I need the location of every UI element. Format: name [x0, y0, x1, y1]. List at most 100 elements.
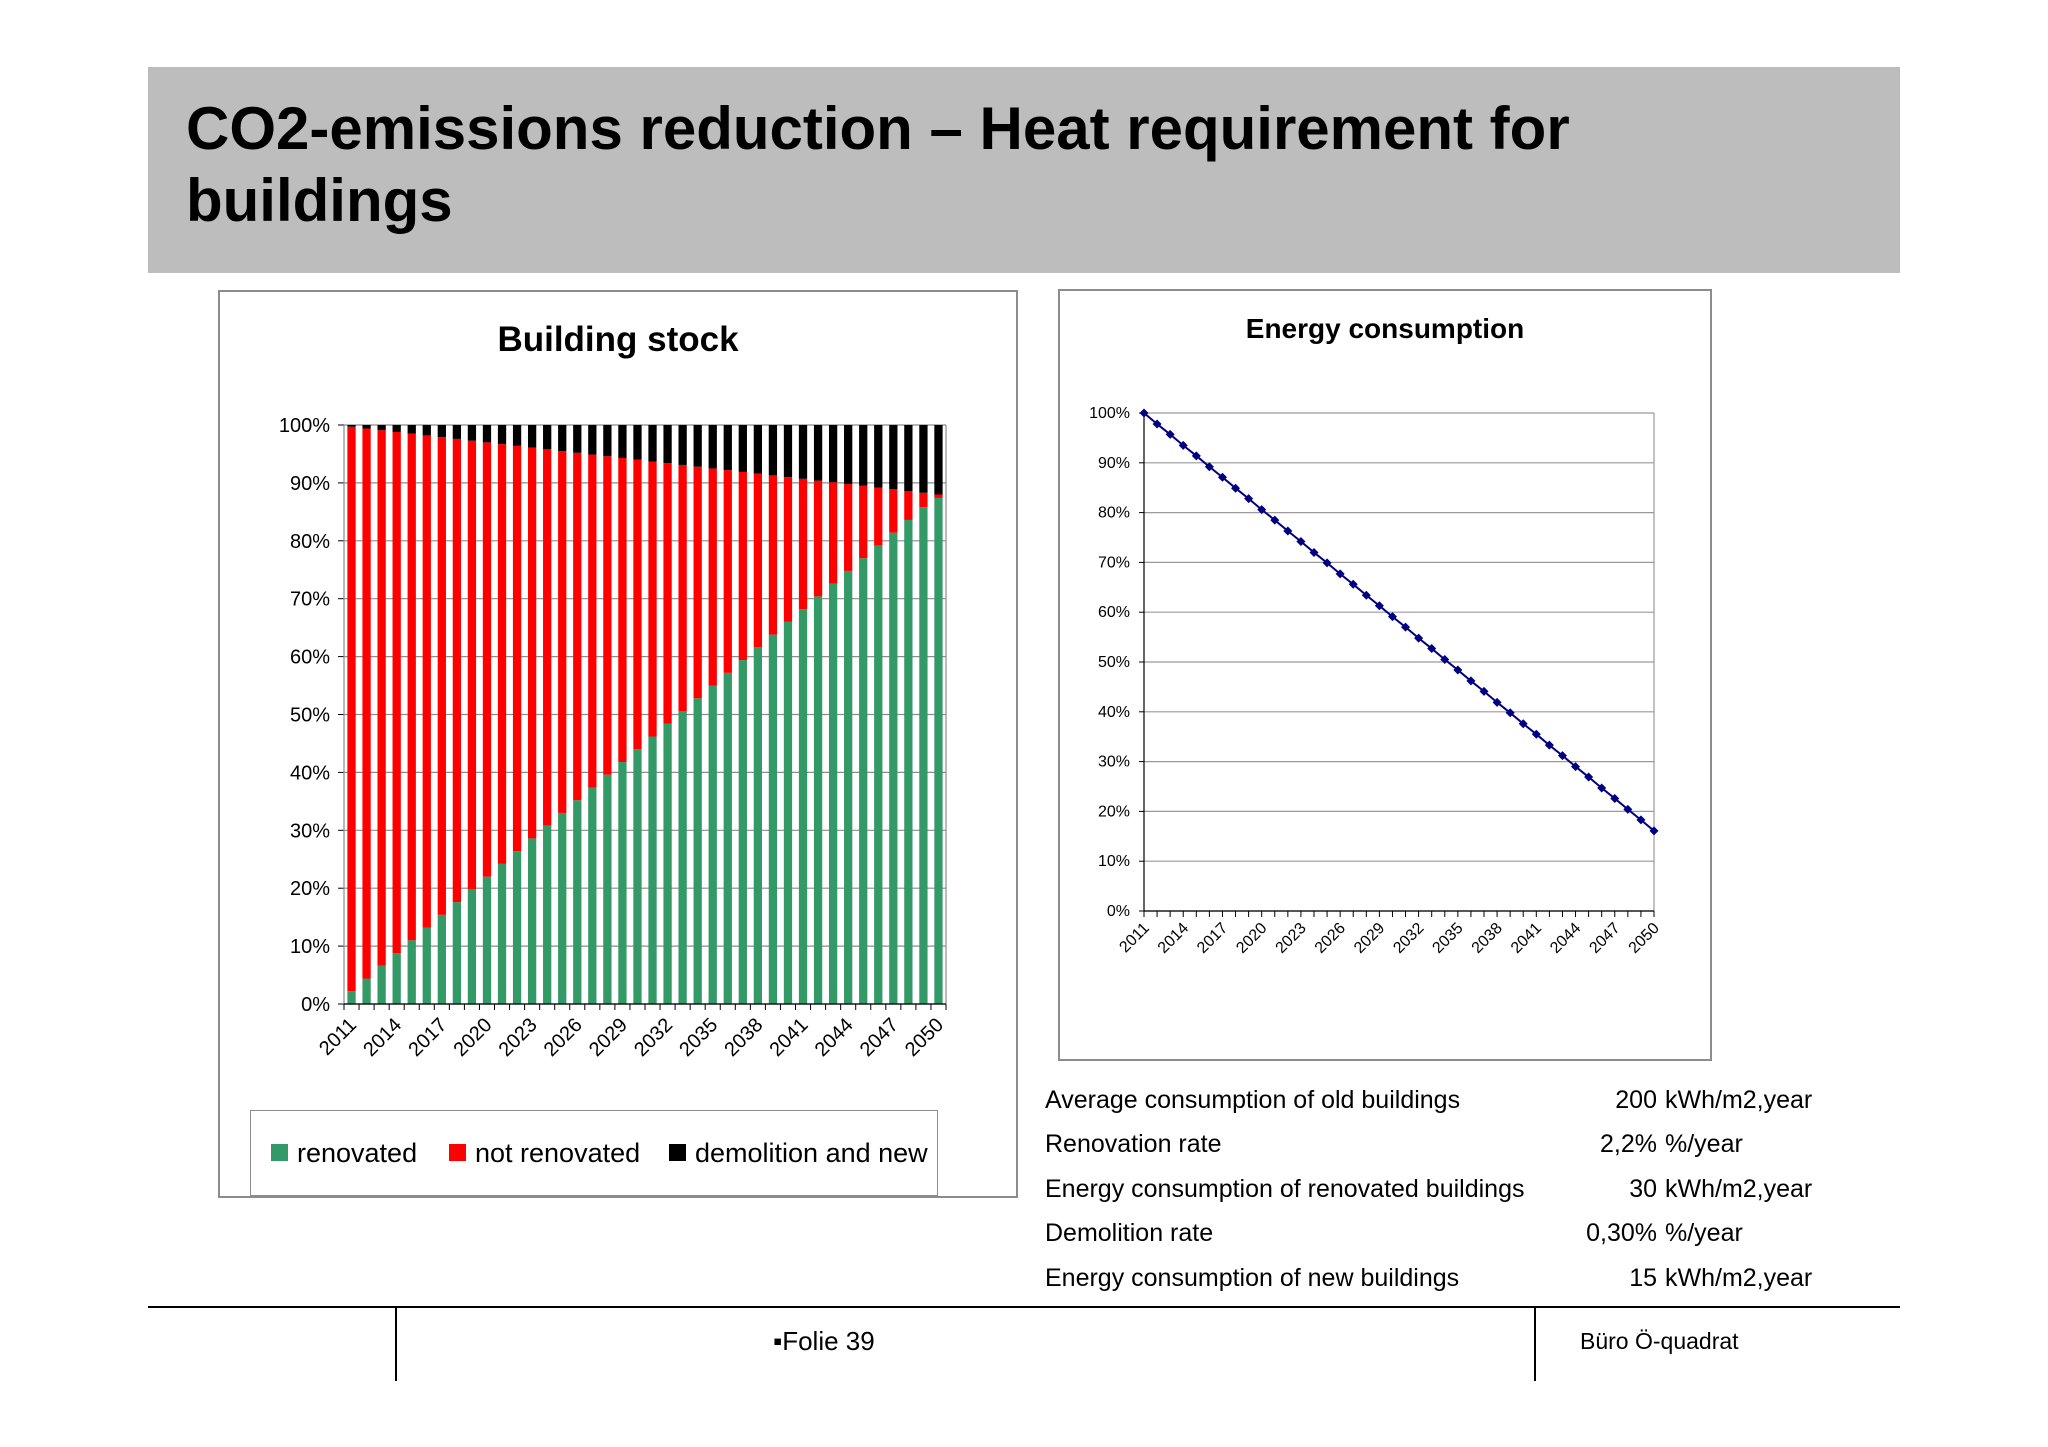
data-point	[1610, 793, 1620, 803]
bar-not-renovated	[452, 438, 462, 903]
slide-title-line-2: buildings	[186, 167, 453, 234]
bar-not-renovated	[859, 485, 868, 559]
bar-demolition-and-new	[844, 425, 853, 485]
x-tick-label: 2014	[1155, 920, 1192, 957]
bar-not-renovated	[844, 484, 853, 571]
bar-renovated	[618, 761, 627, 1004]
data-point	[1322, 558, 1332, 568]
y-tick-label: 60%	[1098, 604, 1130, 621]
bar-demolition-and-new	[392, 425, 401, 432]
bar-renovated	[663, 723, 672, 1004]
bar-not-renovated	[347, 426, 356, 992]
bar-renovated	[467, 889, 477, 1004]
data-point	[1270, 515, 1280, 525]
bar-demolition-and-new	[407, 425, 416, 434]
param-row-demolition-rate: Demolition rate 0,30% %/year	[1045, 1213, 1815, 1253]
bar-demolition-and-new	[573, 425, 582, 453]
bar-not-renovated	[904, 491, 913, 520]
data-point	[1165, 429, 1175, 439]
bar-not-renovated	[573, 452, 582, 801]
data-point	[1427, 644, 1437, 654]
series-line	[1143, 412, 1655, 832]
y-tick-label: 0%	[1107, 903, 1130, 920]
building-stock-chart-title: Building stock	[497, 320, 739, 359]
bar-renovated	[753, 647, 763, 1004]
bar-renovated	[678, 711, 687, 1004]
bar-not-renovated	[422, 435, 431, 928]
bar-renovated	[512, 851, 522, 1004]
bar-renovated	[919, 507, 928, 1004]
legend-item-renovated: renovated	[271, 1137, 417, 1169]
x-tick-label: 2041	[766, 1014, 813, 1061]
data-point	[1544, 740, 1554, 750]
bar-demolition-and-new	[708, 425, 717, 469]
y-tick-label: 100%	[1089, 405, 1130, 422]
data-point	[1597, 783, 1607, 793]
energy-consumption-chart: 0%10%20%30%40%50%60%70%80%90%100%2011 201…	[1089, 405, 1663, 957]
bar-not-renovated	[467, 440, 477, 890]
bar-not-renovated	[663, 463, 672, 724]
bar-demolition-and-new	[678, 425, 687, 465]
bar-renovated	[648, 736, 657, 1004]
y-tick-label: 10%	[290, 936, 330, 958]
data-point	[1374, 601, 1384, 611]
bar-not-renovated	[828, 482, 838, 584]
bar-renovated	[347, 991, 356, 1004]
bar-demolition-and-new	[618, 425, 627, 459]
data-point	[1283, 526, 1293, 536]
y-tick-label: 0%	[301, 994, 330, 1016]
bar-renovated	[422, 927, 431, 1004]
bar-not-renovated	[482, 442, 492, 877]
bar-demolition-and-new	[633, 425, 642, 460]
data-point	[1518, 719, 1528, 729]
title-bar: CO2-emissions reduction – Heat requireme…	[148, 67, 1900, 273]
param-unit: kWh/m2,year	[1665, 1264, 1813, 1292]
bar-demolition-and-new	[828, 425, 838, 483]
bar-renovated	[558, 812, 567, 1004]
footer-divider-right	[1534, 1306, 1536, 1381]
building-stock-chart-panel: Building stock 0% 10% 20% 30% 40% 50% 60% 70% 80…	[218, 290, 1018, 1198]
bar-renovated	[738, 660, 747, 1004]
data-point	[1479, 686, 1489, 696]
slide-title-line-1: CO2-emissions reduction – Heat requireme…	[186, 95, 1570, 162]
param-row-renovation-rate: Renovation rate 2,2% %/year	[1045, 1124, 1815, 1164]
legend-item-demolition: demolition and new	[669, 1137, 928, 1169]
bar-not-renovated	[527, 447, 537, 839]
param-label: Energy consumption of renovated building…	[1045, 1175, 1525, 1203]
param-label: Renovation rate	[1045, 1130, 1222, 1158]
y-tick-label: 10%	[1098, 853, 1130, 870]
param-row-old-consumption: Average consumption of old buildings 200…	[1045, 1080, 1815, 1120]
energy-consumption-chart-title: Energy consumption	[1245, 313, 1525, 344]
x-tick-label: 2023	[495, 1014, 542, 1061]
legend-swatch-not-renovated	[449, 1144, 466, 1161]
bar-not-renovated	[783, 477, 793, 622]
param-value: 30	[1629, 1175, 1657, 1203]
bar-not-renovated	[919, 492, 928, 508]
bar-renovated	[543, 825, 552, 1004]
x-tick-label: 2035	[1429, 920, 1466, 957]
x-tick-label: 2044	[1547, 920, 1584, 957]
legend-swatch-renovated	[271, 1144, 288, 1161]
legend-label-not-renovated: not renovated	[475, 1138, 641, 1168]
data-point	[1505, 708, 1515, 718]
bar-demolition-and-new	[603, 425, 612, 457]
param-label: Demolition rate	[1045, 1219, 1214, 1247]
bar-renovated	[904, 519, 913, 1004]
bar-renovated	[708, 685, 717, 1004]
y-tick-label: 50%	[1098, 654, 1130, 671]
footer-brand: Büro Ö-quadrat	[1580, 1328, 1739, 1354]
bar-renovated	[603, 774, 612, 1004]
bar-demolition-and-new	[723, 425, 732, 471]
data-point	[1623, 804, 1633, 814]
bar-renovated	[452, 902, 462, 1004]
bar-demolition-and-new	[377, 425, 386, 431]
data-point	[1361, 590, 1371, 600]
building-stock-chart: 0%10%20%30%40%50%60%70%80%90%100%2011201…	[279, 415, 948, 1061]
bar-not-renovated	[588, 454, 597, 788]
x-tick-label: 2047	[856, 1014, 903, 1061]
param-row-new-consumption: Energy consumption of new buildings 15 k…	[1045, 1258, 1815, 1298]
bar-not-renovated	[377, 430, 386, 966]
bar-not-renovated	[708, 468, 717, 686]
x-tick-label: 2020	[1233, 920, 1270, 957]
bar-demolition-and-new	[738, 425, 747, 472]
